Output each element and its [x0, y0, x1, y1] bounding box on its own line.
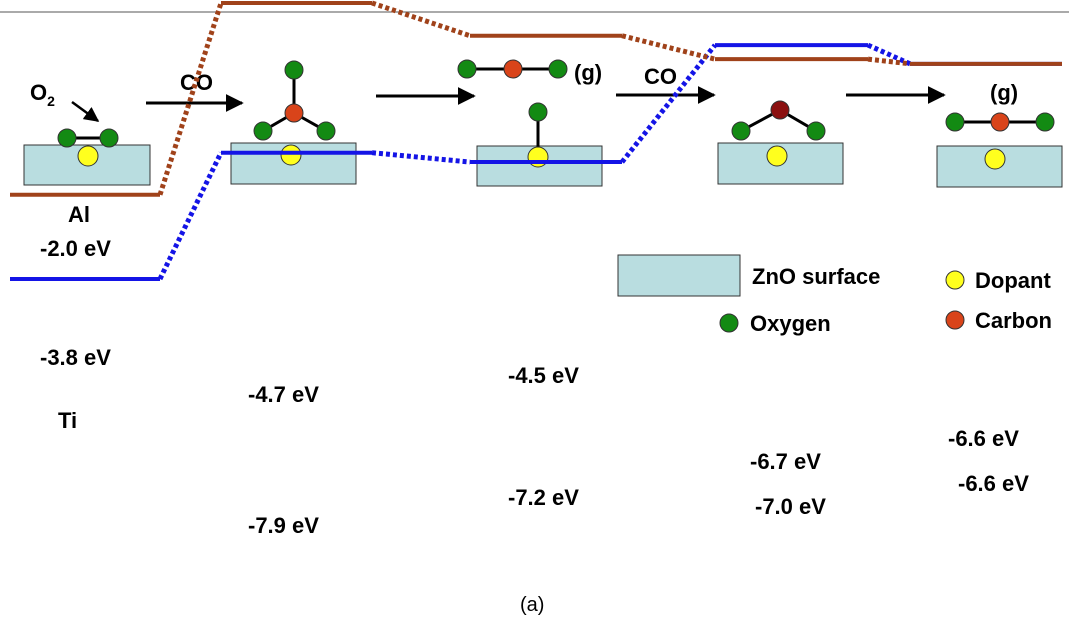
dopant-ti-label: Ti: [58, 408, 77, 433]
energy-profile: -2.0 eV -4.7 eV -4.5 eV -7.0 eV -6.6 eV -3.8 …: [10, 3, 1062, 538]
oxygen-atom: [58, 129, 76, 147]
oxygen-atom: [317, 122, 335, 140]
legend-carbon-swatch: [946, 311, 964, 329]
gas-label-1: (g): [574, 60, 602, 85]
oxygen-atom: [458, 60, 476, 78]
energy-label-al: -4.5 eV: [508, 363, 579, 388]
legend: ZnO surface Dopant Oxygen Carbon: [618, 255, 1052, 336]
oxygen-atom: [285, 61, 303, 79]
mechanism-stage-5: (g): [937, 80, 1062, 187]
dopant-atom: [767, 146, 787, 166]
co-label-2: CO: [644, 64, 677, 89]
carbon-atom: [771, 101, 789, 119]
connector-ti: [372, 3, 470, 36]
dopant-atom: [281, 145, 301, 165]
oxygen-atom: [807, 122, 825, 140]
legend-oxygen-label: Oxygen: [750, 311, 831, 336]
connector-al: [622, 45, 715, 162]
legend-surface-label: ZnO surface: [752, 264, 880, 289]
energy-label-al: -7.0 eV: [755, 494, 826, 519]
energy-label-ti: -6.6 eV: [958, 471, 1029, 496]
oxygen-atom: [732, 122, 750, 140]
energy-label-al: -2.0 eV: [40, 236, 111, 261]
mechanism-stage-4: [718, 101, 843, 184]
figure-caption: (a): [520, 594, 544, 616]
oxygen-atom: [1036, 113, 1054, 131]
dopant-atom: [78, 146, 98, 166]
energy-label-al: -6.6 eV: [948, 426, 1019, 451]
oxygen-atom: [100, 129, 118, 147]
oxygen-atom: [946, 113, 964, 131]
mechanism-stage-3: (g): [458, 60, 602, 186]
legend-dopant-label: Dopant: [975, 268, 1051, 293]
dopant-atom: [985, 149, 1005, 169]
energy-label-al: -4.7 eV: [248, 382, 319, 407]
connector-ti: [622, 36, 715, 59]
dopant-al-label: Al: [68, 202, 90, 227]
oxygen-atom: [549, 60, 567, 78]
energy-label-ti: -7.9 eV: [248, 513, 319, 538]
energy-label-ti: -6.7 eV: [750, 449, 821, 474]
carbon-atom: [504, 60, 522, 78]
legend-surface-swatch: [618, 255, 740, 296]
gas-label-2: (g): [990, 80, 1018, 105]
legend-oxygen-swatch: [720, 314, 738, 332]
carbon-atom: [285, 104, 303, 122]
mechanism-stage-2: [231, 61, 356, 184]
mechanism-stage-1: O2 Al: [24, 80, 150, 227]
o2-label: O2: [30, 80, 55, 109]
carbon-atom: [991, 113, 1009, 131]
oxygen-atom: [254, 122, 272, 140]
o2-approach-arrow: [72, 102, 98, 121]
energy-label-ti: -7.2 eV: [508, 485, 579, 510]
legend-carbon-label: Carbon: [975, 308, 1052, 333]
energy-label-ti: -3.8 eV: [40, 345, 111, 370]
oxygen-atom: [529, 103, 547, 121]
connector-al: [372, 153, 470, 162]
connector-ti: [160, 3, 221, 195]
legend-dopant-swatch: [946, 271, 964, 289]
